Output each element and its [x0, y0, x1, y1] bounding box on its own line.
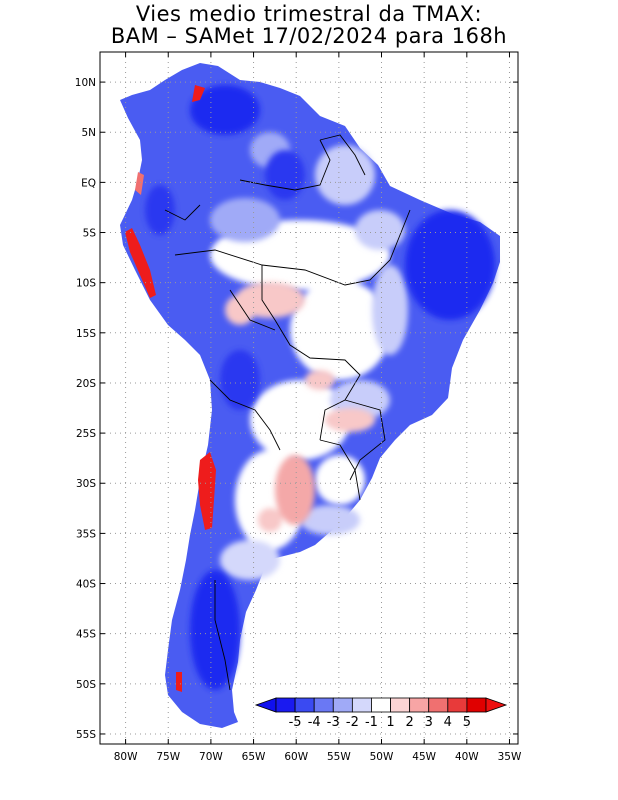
lat-tick-label: 40S: [76, 579, 96, 591]
map-title-line-1: Vies medio trimestral da TMAX:: [135, 2, 483, 26]
lat-tick-label: 25S: [76, 428, 96, 440]
colorbar-label: -3: [327, 715, 340, 730]
colorbar-segment: [294, 697, 315, 713]
colorbar-label: -4: [308, 715, 321, 730]
lon-tick-label: 60W: [284, 751, 308, 763]
lon-tick-label: 65W: [242, 751, 266, 763]
lat-tick-label: 35S: [76, 528, 96, 540]
colorbar-segment: [313, 697, 334, 713]
colorbar-segment: [351, 697, 372, 713]
lon-tick-label: 75W: [156, 751, 180, 763]
lon-tick-label: 50W: [370, 751, 394, 763]
map-title-line-2: BAM – SAMet 17/02/2024 para 168h: [110, 24, 508, 48]
colorbar-segment: [409, 697, 430, 713]
lon-tick-label: 55W: [327, 751, 351, 763]
axes: 10N 5N EQ 5S 10S 15S 20S 25S 30S 35S 40S 45S 50S 55S 8…: [75, 52, 522, 763]
colorbar-label: -2: [346, 715, 359, 730]
strong-blue-zones: [145, 85, 495, 690]
colorbar-segment: [332, 697, 353, 713]
colorbar-label: 4: [444, 715, 452, 730]
map-frame: [99, 51, 519, 745]
colorbar-segment: [428, 697, 449, 713]
colorbar-segment: [447, 697, 468, 713]
strong-red-zones: [125, 85, 216, 692]
colorbar-segment: [275, 697, 296, 713]
colorbar-segment: [371, 697, 391, 713]
lat-tick-label: 15S: [76, 328, 96, 340]
lat-tick-label: 10N: [75, 77, 96, 89]
colorbar: -5 -4 -3 -2 -1 1 2 3 4 5: [254, 697, 508, 730]
lat-tick-label: 5N: [81, 127, 96, 139]
lon-tick-label: 70W: [199, 751, 223, 763]
lat-tick-label: 45S: [76, 629, 96, 641]
lat-tick-label: 30S: [76, 478, 96, 490]
country-borders: [164, 134, 411, 691]
colorbar-label: -5: [289, 715, 302, 730]
lat-tick-label: 20S: [76, 378, 96, 390]
lon-tick-label: 35W: [498, 751, 522, 763]
lat-tick-label: 55S: [76, 729, 96, 741]
lat-tick-label: EQ: [81, 177, 96, 189]
colorbar-label: 3: [425, 715, 433, 730]
colorbar-label: 5: [463, 715, 471, 730]
graticule: [100, 52, 518, 744]
lat-tick-label: 5S: [83, 228, 97, 240]
light-blue-zones: [210, 132, 408, 535]
lat-tick-label: 10S: [76, 278, 96, 290]
colorbar-label: 1: [386, 715, 394, 730]
colorbar-label: -1: [365, 715, 378, 730]
colorbar-segment: [390, 697, 411, 713]
lat-tick-label: 50S: [76, 679, 96, 691]
light-red-zones: [225, 282, 375, 532]
colorbar-segment: [466, 697, 487, 713]
lon-tick-label: 80W: [114, 751, 138, 763]
lon-tick-label: 40W: [455, 751, 479, 763]
colorbar-label: 2: [405, 715, 413, 730]
lon-tick-label: 45W: [412, 751, 436, 763]
colorbar-right-arrow: [485, 697, 508, 713]
